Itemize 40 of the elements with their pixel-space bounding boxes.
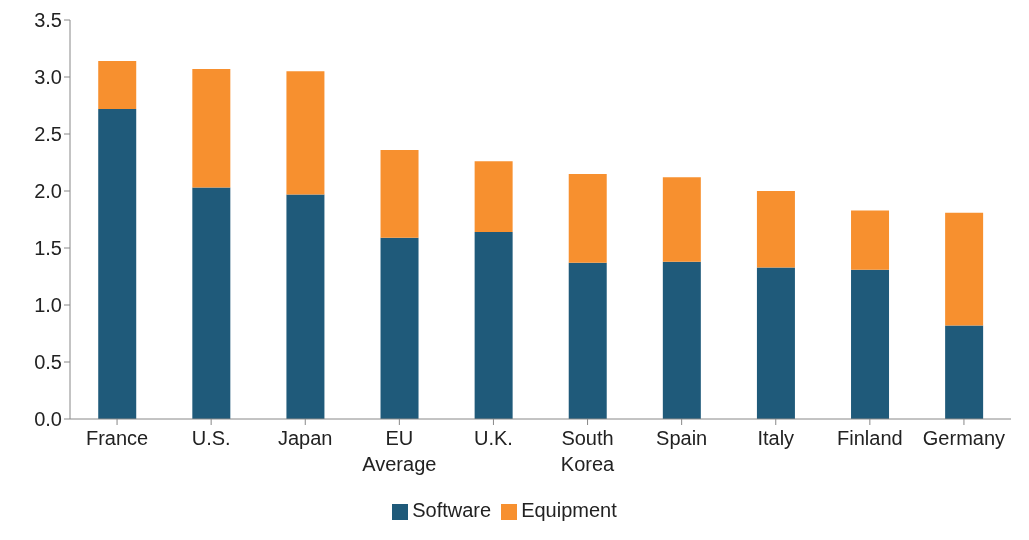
y-tick-label: 1.5 [34, 237, 62, 260]
bar [851, 269, 890, 419]
y-tick-label: 3.0 [34, 66, 62, 89]
bar [286, 71, 325, 195]
bar [756, 267, 795, 419]
y-tick-label: 0.5 [34, 351, 62, 374]
y-tick-label: 0.0 [34, 408, 62, 431]
x-tick-label: Germany [922, 427, 1006, 449]
bar [192, 187, 231, 419]
legend-label: Equipment [521, 499, 617, 521]
bar [662, 261, 701, 419]
bar [192, 69, 231, 188]
x-tick-label: Spain [656, 427, 708, 449]
y-tick-label: 2.0 [34, 180, 62, 203]
x-tick-label: U.K. [474, 427, 513, 449]
x-tick-label: EU Average [362, 427, 437, 475]
bar [286, 194, 325, 419]
x-tick-label: South Korea [560, 427, 616, 475]
bar [945, 325, 984, 419]
bar [568, 262, 607, 419]
y-tick-label: 1.0 [34, 294, 62, 317]
bar [98, 108, 137, 419]
x-tick-label: Finland [837, 427, 903, 449]
bar [474, 232, 513, 419]
bar [851, 210, 890, 270]
y-tick-label: 3.5 [34, 9, 62, 32]
x-tick-label: Japan [278, 427, 333, 449]
x-tick-label: Italy [757, 427, 795, 449]
bar [380, 237, 419, 419]
bar [380, 149, 419, 238]
y-tick-label: 2.5 [34, 123, 62, 146]
bar [756, 191, 795, 268]
bar [662, 177, 701, 262]
x-tick-label: France [85, 427, 149, 449]
bar [98, 61, 137, 109]
bar [568, 173, 607, 263]
bar [945, 212, 984, 326]
bar [474, 161, 513, 233]
legend-label: Software [412, 499, 492, 521]
x-tick-label: U.S. [191, 427, 231, 449]
